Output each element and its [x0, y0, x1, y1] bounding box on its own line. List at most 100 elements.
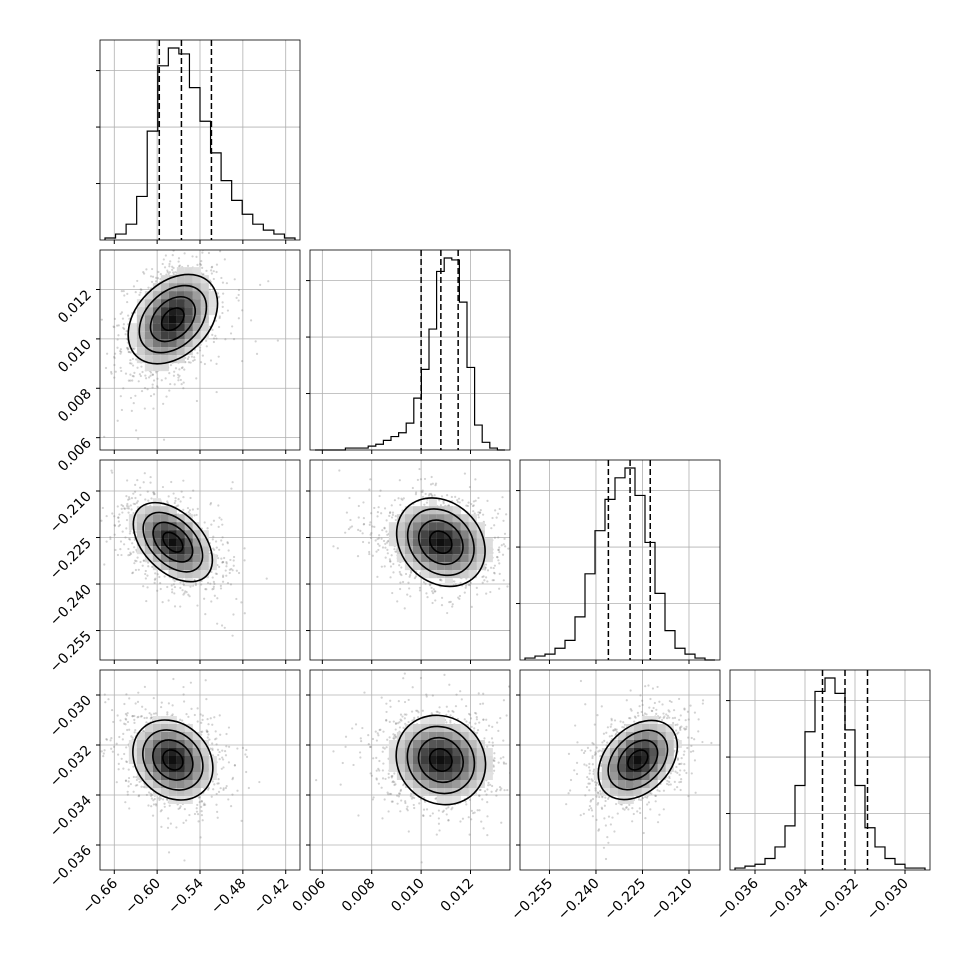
panel-frame [309, 249, 511, 451]
scatter-point [225, 282, 229, 285]
scatter-point [135, 429, 138, 432]
scatter-point [167, 599, 170, 602]
density-cell [152, 347, 161, 356]
density-cell [412, 506, 421, 515]
scatter-point [470, 605, 473, 608]
scatter-point [118, 513, 121, 516]
density-cell [404, 546, 413, 555]
scatter-point [235, 569, 238, 572]
scatter-point [495, 555, 499, 559]
scatter-point [212, 277, 215, 281]
panel-frame [309, 459, 511, 661]
scatter-point [211, 723, 214, 726]
density-cell [136, 756, 145, 764]
scatter-point [166, 798, 169, 802]
scatter-point [433, 590, 436, 593]
scatter-point [131, 379, 134, 382]
scatter-point [111, 512, 114, 515]
scatter-point [428, 583, 431, 586]
scatter-point [116, 553, 120, 557]
scatter-point [127, 350, 130, 354]
scatter-point [211, 328, 214, 331]
scatter-point [401, 580, 405, 584]
scatter-point [122, 326, 125, 329]
scatter-point [143, 407, 146, 410]
scatter-point [414, 493, 417, 496]
scatter-point [216, 810, 219, 813]
scatter-point [225, 574, 228, 577]
scatter-point [231, 634, 234, 637]
density-cell [200, 570, 209, 579]
scatter-point [231, 776, 235, 780]
scatter-point [220, 624, 224, 627]
scatter-point [113, 325, 116, 329]
scatter-point [440, 603, 444, 607]
scatter-point [119, 349, 122, 353]
scatter-point [223, 258, 226, 261]
scatter-point [133, 347, 136, 350]
density-cell [412, 554, 421, 563]
scatter-point [223, 556, 226, 560]
scatter-point [171, 704, 174, 707]
density-cell [168, 514, 177, 523]
contour-line [132, 501, 214, 583]
scatter-point [214, 730, 217, 733]
scatter-point [118, 523, 122, 527]
contour-line [417, 519, 464, 566]
density-cell [208, 562, 217, 571]
scatter-point [186, 506, 190, 510]
scatter-point [205, 729, 208, 732]
scatter-point [219, 587, 223, 590]
scatter-point [127, 379, 130, 382]
scatter-point [140, 785, 143, 788]
density-cell [176, 772, 185, 780]
scatter-point [517, 586, 519, 588]
scatter-point [217, 355, 220, 358]
scatter-point [237, 571, 241, 575]
density-cell [200, 546, 209, 555]
scatter-point [258, 780, 261, 784]
scatter-point [454, 495, 457, 498]
scatter-point [129, 782, 132, 786]
density-cell [484, 538, 493, 547]
density-cell [136, 506, 145, 515]
scatter-point [227, 798, 230, 801]
scatter-point [177, 498, 180, 501]
density-cell [184, 554, 193, 563]
scatter-point [170, 480, 173, 484]
scatter-point [166, 269, 169, 272]
scatter-point [173, 605, 177, 608]
scatter-point [440, 596, 444, 599]
density-cell [168, 740, 177, 748]
scatter-point [131, 572, 134, 575]
scatter-point [167, 817, 170, 820]
scatter-point [201, 819, 204, 822]
scatter-point [236, 747, 239, 750]
scatter-point [217, 525, 220, 528]
density-cell [444, 506, 453, 515]
density-cell [184, 570, 193, 579]
density-cell [144, 554, 153, 563]
scatter-point [205, 698, 208, 701]
scatter-point [484, 566, 487, 569]
scatter-point [168, 265, 171, 268]
density-cell [160, 291, 169, 300]
scatter-point [124, 801, 127, 804]
scatter-point [483, 579, 486, 582]
scatter-point [231, 325, 234, 328]
contour-line [406, 508, 475, 577]
scatter-point [159, 810, 162, 813]
scatter-point [207, 788, 210, 791]
density-cell [168, 323, 177, 332]
scatter-point [378, 494, 381, 498]
scatter-point [422, 581, 426, 584]
scatter-point [103, 693, 106, 696]
scatter-point [117, 516, 120, 519]
scatter-point [132, 347, 135, 351]
scatter-point [113, 356, 116, 360]
density-cell [160, 283, 169, 292]
scatter-point [209, 717, 212, 720]
scatter-point [185, 713, 188, 716]
scatter-point [127, 496, 131, 499]
scatter-point [166, 270, 169, 274]
